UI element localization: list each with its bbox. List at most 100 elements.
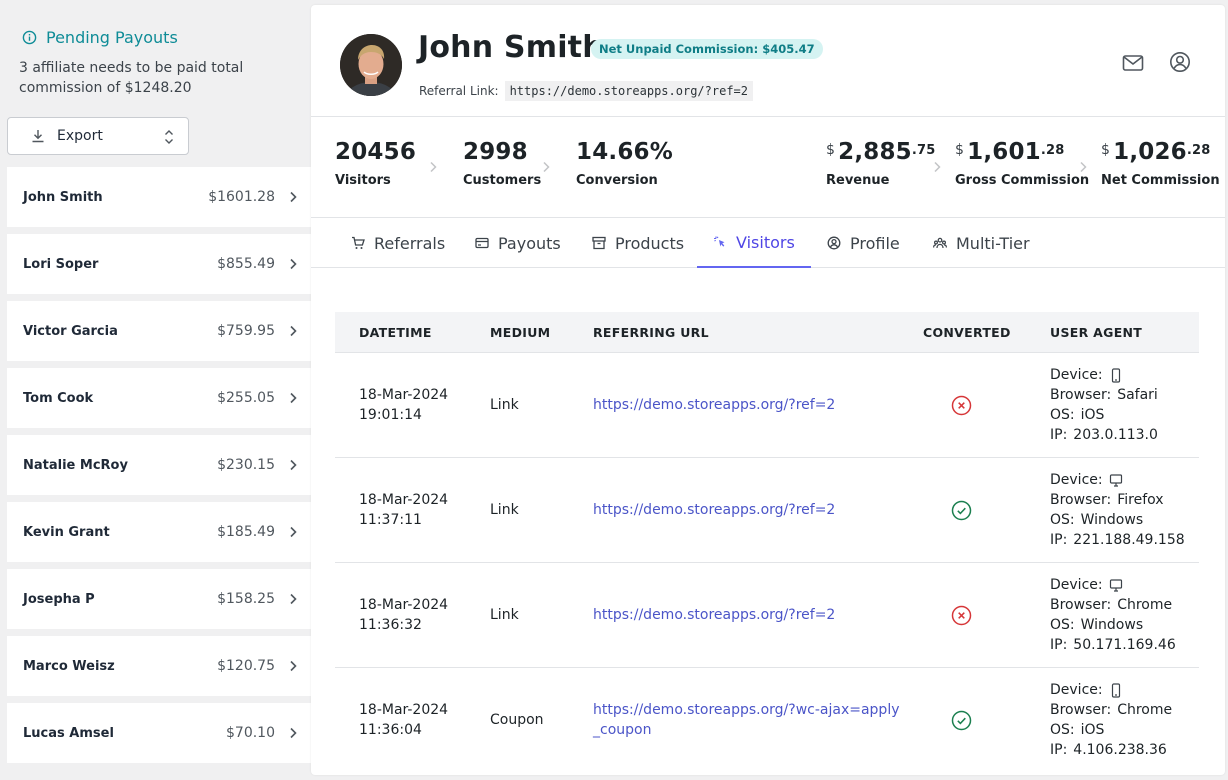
time-text: 11:36:04 (359, 722, 422, 738)
column-header-referring-url[interactable]: REFERRING URL (593, 325, 709, 340)
affiliate-item[interactable]: Marco Weisz $120.75 (7, 636, 311, 696)
chevron-right-icon (290, 392, 297, 404)
currency-symbol: $ (955, 142, 965, 158)
ua-browser-label: Browser: (1050, 492, 1112, 508)
referring-url-link[interactable]: https://demo.storeapps.org/?ref=2 (593, 395, 835, 415)
date-text: 18-Mar-2024 (359, 702, 449, 718)
table-row: 18-Mar-2024 11:36:32 Link https://demo.s… (335, 563, 1199, 668)
user-circle-icon[interactable] (1169, 51, 1191, 73)
referring-url-link[interactable]: https://demo.storeapps.org/?ref=2 (593, 605, 835, 625)
stat-net-commission: $1,026.28 Net Commission (1101, 139, 1220, 188)
stat-value-whole: 1,601 (967, 139, 1041, 165)
ua-browser-value: Chrome (1117, 702, 1173, 718)
ua-os-value: Windows (1080, 512, 1144, 528)
url-line: https://demo.storeapps.org/?ref=2 (593, 502, 836, 518)
stat-value-whole: 1,026 (1113, 139, 1187, 165)
affiliate-name: Lucas Amsel (23, 725, 114, 741)
referring-url-link[interactable]: https://demo.storeapps.org/?ref=2 (593, 500, 835, 520)
affiliate-item[interactable]: Tom Cook $255.05 (7, 368, 311, 428)
ua-ip-value: 50.171.169.46 (1073, 637, 1176, 653)
affiliate-amount: $255.05 (217, 390, 275, 406)
ua-ip-label: IP: (1050, 637, 1068, 653)
affiliate-name: Marco Weisz (23, 658, 115, 674)
referral-link-label: Referral Link: (419, 84, 499, 98)
referral-link-value[interactable]: https://demo.storeapps.org/?ref=2 (504, 81, 753, 101)
export-button[interactable]: Export (7, 117, 189, 155)
column-header-converted[interactable]: CONVERTED (923, 325, 1011, 340)
ua-ip-label: IP: (1050, 532, 1068, 548)
ua-ip-label: IP: (1050, 742, 1068, 758)
column-header-user-agent[interactable]: USER AGENT (1050, 325, 1143, 340)
affiliate-item[interactable]: Victor Garcia $759.95 (7, 301, 311, 361)
url-line: https://demo.storeapps.org/?wc-ajax=appl… (593, 702, 900, 718)
tab-payouts[interactable]: Payouts (475, 218, 561, 268)
ua-os-value: Windows (1080, 617, 1144, 633)
stat-revenue: $2,885.75 Revenue (826, 139, 936, 188)
avatar-image (340, 34, 402, 96)
affiliate-item[interactable]: Josepha P $158.25 (7, 569, 311, 629)
tab-products[interactable]: Products (592, 218, 684, 268)
ua-ip-value: 4.106.238.36 (1073, 742, 1167, 758)
stat-label: Visitors (335, 173, 391, 188)
ua-browser-value: Chrome (1117, 597, 1173, 613)
user-agent-cell: Device: Browser: Firefox OS: Windows IP: 22… (1050, 470, 1185, 550)
affiliate-amount: $1601.28 (208, 189, 275, 205)
affiliate-item[interactable]: Kevin Grant $185.49 (7, 502, 311, 562)
ua-browser-label: Browser: (1050, 597, 1112, 613)
mail-icon[interactable] (1121, 53, 1145, 73)
affiliate-list: John Smith $1601.28 Lori Soper $855.49 V… (7, 167, 311, 770)
stat-label: Net Commission (1101, 173, 1220, 188)
url-line: https://demo.storeapps.org/?ref=2 (593, 607, 836, 623)
currency-symbol: $ (1101, 142, 1111, 158)
affiliate-name: Natalie McRoy (23, 457, 128, 473)
url-line: https://demo.storeapps.org/?ref=2 (593, 397, 836, 413)
chevron-right-icon (290, 593, 297, 605)
tab-referrals[interactable]: Referrals (351, 218, 445, 268)
ua-ip-label: IP: (1050, 427, 1068, 443)
ua-os-label: OS: (1050, 617, 1075, 633)
tab-visitors[interactable]: Visitors (697, 218, 811, 268)
affiliate-item[interactable]: Natalie McRoy $230.15 (7, 435, 311, 495)
column-header-datetime[interactable]: DATETIME (359, 325, 432, 340)
affiliate-item[interactable]: John Smith $1601.28 (7, 167, 311, 227)
stats-bar: 20456 Visitors 2998 Customers 14.66% Con… (311, 117, 1225, 218)
affiliate-name: Tom Cook (23, 390, 94, 406)
medium-cell: Link (490, 607, 519, 623)
datetime-cell: 18-Mar-2024 11:36:04 (359, 700, 448, 740)
currency-symbol: $ (826, 142, 836, 158)
tab-profile[interactable]: Profile (827, 218, 900, 268)
converted-check-icon (951, 710, 972, 731)
pending-title-text: Pending Payouts (46, 28, 178, 47)
table-row: 18-Mar-2024 11:37:11 Link https://demo.s… (335, 458, 1199, 563)
info-icon (22, 30, 37, 45)
ua-os-value: iOS (1080, 407, 1105, 423)
tab-multi-tier[interactable]: Multi-Tier (933, 218, 1030, 268)
converted-check-icon (951, 500, 972, 521)
stat-gross-commission: $1,601.28 Gross Commission (955, 139, 1089, 188)
user-agent-cell: Device: Browser: Chrome OS: Windows IP: 50.… (1050, 575, 1176, 655)
referring-url-link[interactable]: https://demo.storeapps.org/?wc-ajax=appl… (593, 700, 900, 740)
ua-os-label: OS: (1050, 512, 1075, 528)
column-header-medium[interactable]: MEDIUM (490, 325, 551, 340)
datetime-cell: 18-Mar-2024 11:37:11 (359, 490, 448, 530)
ua-ip-value: 221.188.49.158 (1073, 532, 1185, 548)
chevron-right-icon (543, 161, 550, 173)
ua-device-label: Device: (1050, 472, 1103, 488)
user-agent-cell: Device: Browser: Chrome OS: iOS IP: 4.106.2… (1050, 680, 1172, 760)
ua-device-label: Device: (1050, 367, 1103, 383)
mobile-icon (1111, 367, 1120, 383)
affiliate-item[interactable]: Lori Soper $855.49 (7, 234, 311, 294)
chevron-updown-icon (165, 130, 173, 144)
affiliate-item[interactable]: Lucas Amsel $70.10 (7, 703, 311, 763)
tab-bar: Referrals Payouts Products Visitors Prof… (311, 218, 1225, 268)
stat-label: Gross Commission (955, 173, 1090, 188)
stat-label: Conversion (576, 173, 658, 188)
affiliate-name: Josepha P (23, 591, 95, 607)
user-circle-icon (827, 236, 841, 250)
stat-value-whole: 2,885 (838, 139, 912, 165)
url-line: _coupon (593, 722, 652, 738)
table-row: 18-Mar-2024 19:01:14 Link https://demo.s… (335, 353, 1199, 458)
affiliate-name-heading: John Smith (418, 30, 604, 65)
stat-conversion: 14.66% Conversion (576, 139, 673, 188)
tab-label: Referrals (374, 233, 446, 253)
